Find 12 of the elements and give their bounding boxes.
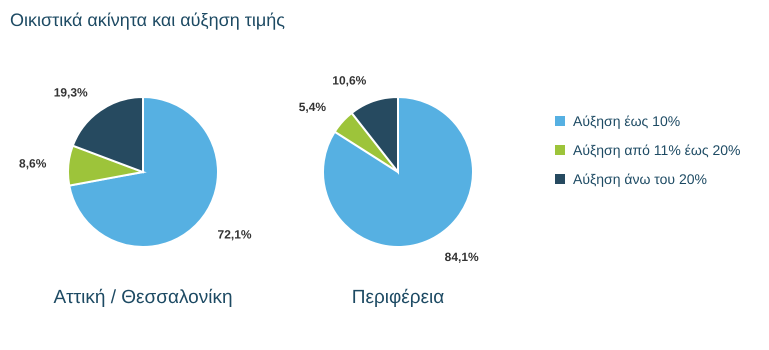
data-label: 5,4% [298, 100, 326, 114]
legend-label: Αύξηση άνω του 20% [573, 170, 707, 187]
chart-title: Οικιστικά ακίνητα και αύξηση τιμής [10, 10, 286, 30]
data-label: 8,6% [19, 156, 47, 171]
legend-label: Αύξηση από 11% έως 20% [573, 142, 740, 158]
data-label: 72,1% [218, 227, 252, 242]
data-label: 10,6% [332, 74, 367, 88]
text: Αττική / Θεσσαλονίκη [53, 287, 233, 308]
text: Περιφέρεια [352, 287, 444, 308]
legend-label: Αύξηση έως 10% [573, 112, 680, 129]
data-label: 84,1% [444, 250, 480, 264]
data-label: 19,3% [54, 85, 88, 100]
